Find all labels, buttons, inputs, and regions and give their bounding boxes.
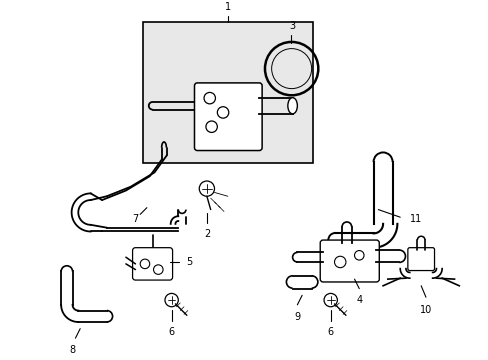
- Text: 3: 3: [289, 22, 295, 31]
- Text: 9: 9: [294, 311, 300, 321]
- FancyBboxPatch shape: [194, 83, 262, 150]
- FancyBboxPatch shape: [132, 248, 172, 280]
- Text: 7: 7: [132, 214, 138, 224]
- FancyBboxPatch shape: [320, 240, 379, 282]
- Text: 1: 1: [224, 3, 230, 12]
- Text: 6: 6: [168, 327, 174, 337]
- Text: 11: 11: [409, 214, 421, 224]
- Text: 2: 2: [203, 229, 209, 239]
- FancyBboxPatch shape: [407, 248, 434, 271]
- Text: 10: 10: [419, 305, 431, 315]
- Text: 8: 8: [69, 345, 76, 355]
- Text: 4: 4: [355, 295, 362, 305]
- Ellipse shape: [287, 98, 297, 114]
- Text: 5: 5: [185, 257, 192, 267]
- Bar: [143, 22, 312, 163]
- Text: 6: 6: [327, 327, 333, 337]
